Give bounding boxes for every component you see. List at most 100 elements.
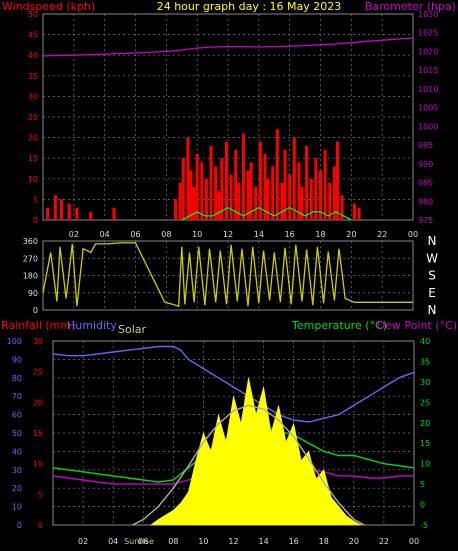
humidity-tick-label: 70 <box>12 392 22 401</box>
humidity-tick-labels: 0 10 20 30 40 50 60 70 80 90 100 <box>7 337 22 530</box>
windspeed-bar <box>305 145 309 220</box>
windspeed-bar <box>89 211 93 220</box>
barometer-tick-labels: 975 980 985 990 995 1000 1005 1010 1015 1020 1025 1… <box>418 10 438 225</box>
solar-area <box>149 377 362 526</box>
temperature-tick-label: 10 <box>420 460 430 469</box>
windspeed-bar <box>335 141 339 220</box>
hour-tick-label: 02 <box>69 230 79 239</box>
compass-label: N <box>428 303 437 317</box>
windspeed-bar <box>352 203 356 220</box>
hour-tick-label: 18 <box>315 230 325 239</box>
barometer-tick-label: 975 <box>418 216 433 225</box>
temperature-axis-label: Temperature (°C) <box>291 319 387 332</box>
windspeed-bar <box>220 158 224 220</box>
barometer-tick-label: 995 <box>418 141 433 150</box>
direction-degree-labels: 0 90 180 270 360 <box>23 237 38 315</box>
windspeed-bar <box>263 154 267 220</box>
barometer-tick-label: 1025 <box>418 29 438 38</box>
windspeed-bar <box>174 199 178 220</box>
barometer-tick-label: 1000 <box>418 122 438 131</box>
rainfall-axis-label: Rainfall (mm) <box>1 319 75 332</box>
windspeed-bar <box>258 141 262 220</box>
hour-tick-label: 04 <box>108 537 118 546</box>
windspeed-bar <box>214 166 218 220</box>
panel-3-hour-labels: 02 04 06 08 10 12 14 16 18 20 22 00 <box>78 537 419 546</box>
windspeed-bar <box>297 162 301 220</box>
temperature-tick-label: 35 <box>420 357 430 366</box>
windspeed-bar <box>323 149 327 220</box>
windspeed-bar <box>189 170 193 220</box>
humidity-tick-label: 30 <box>12 466 22 475</box>
rainfall-tick-label: 15 <box>33 429 43 438</box>
direction-tick-label: 90 <box>28 289 38 298</box>
humidity-tick-label: 50 <box>12 429 22 438</box>
panel-1-marks <box>42 37 414 221</box>
windspeed-bar <box>209 145 213 220</box>
windspeed-tick-label: 45 <box>28 31 38 40</box>
windspeed-bar <box>217 191 221 220</box>
sunrise-label: Sunrise <box>124 537 154 546</box>
windspeed-bar <box>241 133 245 220</box>
hour-tick-label: 16 <box>285 230 295 239</box>
windspeed-bar <box>229 174 233 220</box>
windspeed-bar <box>254 187 258 220</box>
direction-tick-label: 360 <box>23 237 38 246</box>
rainfall-tick-label: 20 <box>33 398 43 407</box>
humidity-tick-label: 20 <box>12 484 22 493</box>
windspeed-bar <box>224 141 228 220</box>
windspeed-bar <box>314 158 318 220</box>
hour-tick-label: 00 <box>408 230 418 239</box>
windspeed-bar <box>332 166 336 220</box>
windspeed-bar <box>200 162 204 220</box>
wind-gust-line <box>181 206 352 221</box>
temperature-tick-label: 0 <box>420 501 425 510</box>
barometer-line <box>42 37 414 57</box>
windspeed-bar <box>178 182 182 220</box>
hour-tick-label: 10 <box>192 230 202 239</box>
rainfall-tick-label: 25 <box>33 368 43 377</box>
temperature-tick-label: 5 <box>420 480 425 489</box>
windspeed-bar <box>204 178 208 220</box>
humidity-tick-label: 60 <box>12 411 22 420</box>
humidity-axis-label: Humidity <box>67 319 117 332</box>
barometer-tick-label: 1010 <box>418 85 438 94</box>
windspeed-tick-label: 20 <box>28 134 38 143</box>
compass-label: N <box>428 234 437 248</box>
theoretical-solar-line <box>132 404 365 526</box>
humidity-tick-label: 80 <box>12 374 22 383</box>
windspeed-bar <box>271 166 275 220</box>
windspeed-bar <box>292 137 296 220</box>
compass-label: W <box>426 251 438 265</box>
windspeed-bar <box>46 207 50 220</box>
hour-tick-label: 22 <box>377 230 387 239</box>
windspeed-bar <box>112 207 116 220</box>
hour-tick-label: 08 <box>161 230 171 239</box>
hour-tick-label: 06 <box>138 537 148 546</box>
solar-label: Solar <box>118 323 147 336</box>
temperature-tick-label: 20 <box>420 419 430 428</box>
hour-tick-label: 02 <box>78 537 88 546</box>
windspeed-tick-labels: 0 5 10 15 20 25 30 35 40 45 50 <box>28 10 38 225</box>
dewpoint-axis-label: Dew Point (°C) <box>377 319 457 332</box>
hour-tick-label: 18 <box>319 537 329 546</box>
windspeed-bar <box>195 154 199 220</box>
hour-tick-label: 14 <box>254 230 264 239</box>
windspeed-bar <box>67 203 71 220</box>
windspeed-bar <box>186 137 190 220</box>
windspeed-bar <box>60 199 63 220</box>
windspeed-bar <box>328 182 332 220</box>
hour-tick-label: 12 <box>223 230 233 239</box>
humidity-tick-label: 10 <box>12 503 22 512</box>
humidity-tick-label: 100 <box>7 337 22 346</box>
windspeed-bar <box>192 187 196 220</box>
windspeed-bar <box>275 129 279 220</box>
barometer-tick-label: 1005 <box>418 104 438 113</box>
compass-label: S <box>428 269 436 283</box>
barometer-axis-label: Barometer (hpa) <box>365 0 456 13</box>
windspeed-tick-label: 40 <box>28 51 38 60</box>
hour-tick-label: 10 <box>198 537 208 546</box>
rainfall-tick-label: 30 <box>33 337 43 346</box>
windspeed-tick-label: 0 <box>33 216 38 225</box>
